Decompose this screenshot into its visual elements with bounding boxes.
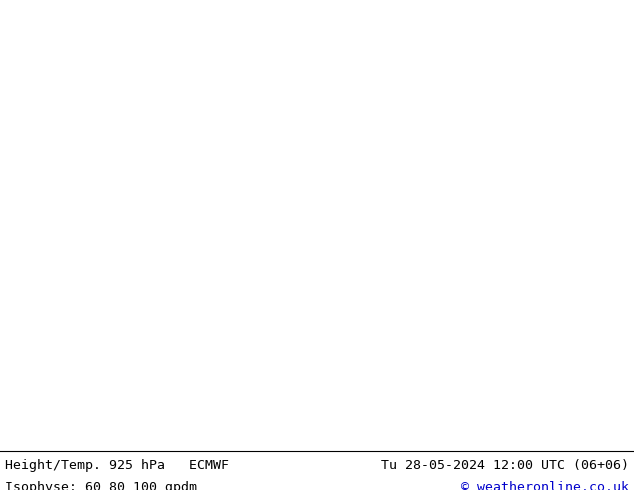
Text: Tu 28-05-2024 12:00 UTC (06+06): Tu 28-05-2024 12:00 UTC (06+06) — [381, 459, 629, 472]
Text: © weatheronline.co.uk: © weatheronline.co.uk — [461, 481, 629, 490]
Text: Isophyse: 60 80 100 gpdm: Isophyse: 60 80 100 gpdm — [5, 481, 197, 490]
Text: Height/Temp. 925 hPa   ECMWF: Height/Temp. 925 hPa ECMWF — [5, 459, 229, 472]
